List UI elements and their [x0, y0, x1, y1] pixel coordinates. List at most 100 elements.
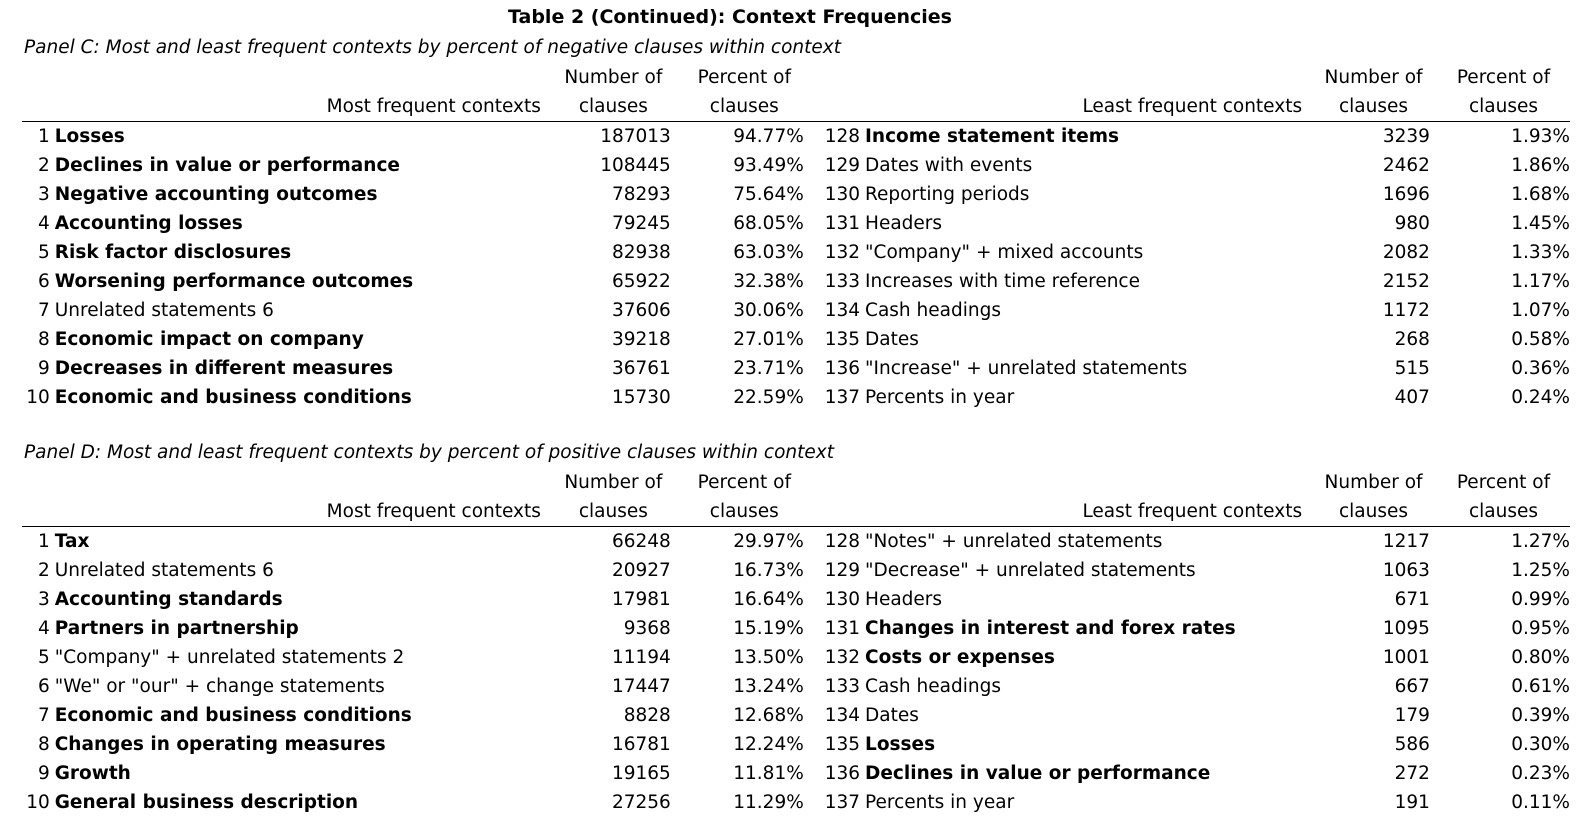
- percent-of-clauses: 13.24%: [733, 676, 804, 697]
- number-of-clauses: 17981: [611, 589, 671, 610]
- column-header-percent: clauses: [1436, 497, 1570, 527]
- column-header-number: clauses: [548, 92, 678, 122]
- table-row: 2 Declines in value or performance 108445 9…: [22, 151, 1570, 180]
- column-header-most-frequent: Most frequent contexts: [54, 92, 549, 122]
- percent-of-clauses: 27.01%: [733, 329, 804, 350]
- rank: 3: [37, 184, 50, 205]
- percent-of-clauses: 1.25%: [1511, 560, 1570, 581]
- context-name: Changes in interest and forex rates: [865, 618, 1236, 639]
- percent-of-clauses: 30.06%: [733, 300, 804, 321]
- table-row: 4 Partners in partnership 9368 15.19% 131 Cha…: [22, 614, 1570, 643]
- number-of-clauses: 19165: [611, 763, 671, 784]
- percent-of-clauses: 11.29%: [733, 792, 804, 813]
- context-name: Unrelated statements 6: [54, 300, 274, 321]
- percent-of-clauses: 13.50%: [733, 647, 804, 668]
- table-row: 5 "Company" + unrelated statements 2 11194…: [22, 643, 1570, 672]
- context-name: Increases with time reference: [865, 271, 1140, 292]
- rank: 137: [824, 387, 861, 408]
- table-title: Table 2 (Continued): Context Frequencies: [508, 6, 952, 28]
- rank: 2: [37, 560, 50, 581]
- percent-of-clauses: 68.05%: [733, 213, 804, 234]
- column-header-least-frequent: Least frequent contexts: [865, 92, 1311, 122]
- rank: 136: [824, 358, 861, 379]
- percent-of-clauses: 63.03%: [733, 242, 804, 263]
- number-of-clauses: 671: [1394, 589, 1430, 610]
- percent-of-clauses: 0.23%: [1511, 763, 1570, 784]
- percent-of-clauses: 1.93%: [1511, 126, 1570, 147]
- percent-of-clauses: 0.24%: [1511, 387, 1570, 408]
- number-of-clauses: 79245: [611, 213, 671, 234]
- number-of-clauses: 78293: [611, 184, 671, 205]
- rank: 135: [824, 329, 861, 350]
- column-header-number: clauses: [548, 497, 678, 527]
- number-of-clauses: 179: [1394, 705, 1430, 726]
- percent-of-clauses: 12.68%: [733, 705, 804, 726]
- table-row: 6 Worsening performance outcomes 65922 32.3…: [22, 267, 1570, 296]
- column-header-percent: clauses: [1436, 92, 1570, 122]
- rank: 132: [824, 647, 861, 668]
- context-name: Economic impact on company: [54, 329, 364, 350]
- context-name: Growth: [54, 763, 131, 784]
- percent-of-clauses: 22.59%: [733, 387, 804, 408]
- table-row: 3 Accounting standards 17981 16.64% 130 Heade…: [22, 585, 1570, 614]
- rank: 3: [37, 589, 50, 610]
- context-name: Accounting standards: [54, 589, 283, 610]
- column-header-percent: Percent of: [697, 67, 791, 88]
- rank: 7: [37, 300, 50, 321]
- percent-of-clauses: 93.49%: [733, 155, 804, 176]
- table-row: 10 General business description 27256 11.29…: [22, 788, 1570, 817]
- context-name: Income statement items: [865, 126, 1120, 147]
- rank: 1: [37, 126, 50, 147]
- number-of-clauses: 1172: [1382, 300, 1430, 321]
- rank: 6: [37, 271, 50, 292]
- rank: 2: [37, 155, 50, 176]
- percent-of-clauses: 0.99%: [1511, 589, 1570, 610]
- percent-of-clauses: 1.27%: [1511, 531, 1570, 552]
- number-of-clauses: 8828: [623, 705, 671, 726]
- number-of-clauses: 66248: [611, 531, 671, 552]
- number-of-clauses: 20927: [611, 560, 671, 581]
- rank: 8: [37, 329, 50, 350]
- rank: 131: [824, 618, 861, 639]
- rank: 134: [824, 300, 861, 321]
- panel-title: Panel C: Most and least frequent context…: [24, 37, 841, 58]
- context-name: "We" or "our" + change statements: [54, 676, 385, 697]
- table-row: 6 "We" or "our" + change statements 17447 1…: [22, 672, 1570, 701]
- percent-of-clauses: 11.81%: [733, 763, 804, 784]
- context-name: Dates: [865, 705, 919, 726]
- context-name: Costs or expenses: [865, 647, 1055, 668]
- panel-d: Panel D: Most and least frequent context…: [22, 439, 1570, 817]
- number-of-clauses: 667: [1394, 676, 1430, 697]
- rank: 132: [824, 242, 861, 263]
- column-header-percent: clauses: [677, 497, 811, 527]
- table-row: 2 Unrelated statements 6 20927 16.73% 129 "De…: [22, 556, 1570, 585]
- percent-of-clauses: 15.19%: [733, 618, 804, 639]
- context-name: "Notes" + unrelated statements: [865, 531, 1163, 552]
- header-row-top: Number of Percent of Number of Percent o…: [22, 63, 1570, 92]
- percent-of-clauses: 32.38%: [733, 271, 804, 292]
- percent-of-clauses: 16.73%: [733, 560, 804, 581]
- rank: 7: [37, 705, 50, 726]
- context-name: Losses: [865, 734, 936, 755]
- number-of-clauses: 11194: [611, 647, 671, 668]
- context-name: Declines in value or performance: [865, 763, 1211, 784]
- rank: 130: [824, 184, 861, 205]
- number-of-clauses: 272: [1394, 763, 1430, 784]
- percent-of-clauses: 0.30%: [1511, 734, 1570, 755]
- context-name: Economic and business conditions: [54, 705, 412, 726]
- number-of-clauses: 108445: [600, 155, 671, 176]
- rank: 9: [37, 763, 50, 784]
- context-name: Negative accounting outcomes: [54, 184, 378, 205]
- context-name: Cash headings: [865, 676, 1001, 697]
- number-of-clauses: 1217: [1382, 531, 1430, 552]
- context-name: Declines in value or performance: [54, 155, 400, 176]
- context-name: Percents in year: [865, 387, 1015, 408]
- rank: 136: [824, 763, 861, 784]
- number-of-clauses: 37606: [611, 300, 671, 321]
- percent-of-clauses: 1.86%: [1511, 155, 1570, 176]
- percent-of-clauses: 0.61%: [1511, 676, 1570, 697]
- percent-of-clauses: 0.39%: [1511, 705, 1570, 726]
- table-row: 9 Decreases in different measures 36761 23.…: [22, 354, 1570, 383]
- context-name: Economic and business conditions: [54, 387, 412, 408]
